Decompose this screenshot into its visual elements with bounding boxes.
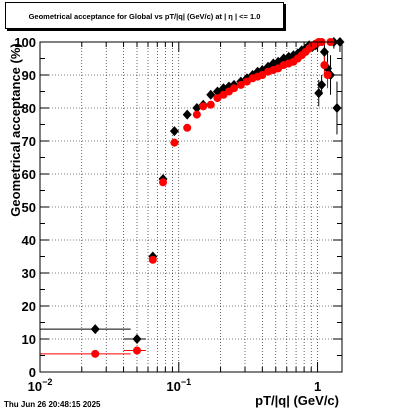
data-point-black-diamond: [132, 334, 142, 344]
data-point-red-circle: [192, 110, 201, 119]
data-point-black-diamond: [206, 89, 216, 100]
y-tick-label: 20: [22, 299, 36, 314]
data-point-red-circle: [206, 100, 215, 109]
data-point-red-circle: [148, 255, 157, 264]
axes-frame: [39, 41, 343, 373]
data-point-black-diamond: [192, 103, 202, 113]
data-point-black-diamond: [169, 126, 179, 137]
y-tick-label: 70: [22, 134, 36, 149]
grid-lines: [40, 42, 342, 372]
data-point-red-circle: [213, 94, 222, 103]
y-tick-label: 60: [22, 167, 36, 182]
data-point-black-diamond: [317, 79, 327, 90]
data-point-black-diamond: [90, 324, 100, 335]
data-point-black-diamond: [314, 88, 324, 99]
x-tick-label: 1: [314, 379, 321, 394]
data-point-red-circle: [230, 84, 239, 93]
x-axis-label: pT/|q| (GeV/c): [255, 393, 339, 408]
y-tick-label: 40: [22, 233, 36, 248]
y-axis-label: Geometrical acceptance (%): [8, 43, 23, 216]
data-point-black-diamond: [182, 109, 192, 120]
data-point-red-circle: [170, 138, 179, 147]
y-tick-label: 10: [22, 332, 36, 347]
data-point-red-circle: [133, 346, 142, 355]
data-point-red-circle: [159, 178, 168, 187]
y-tick-label: 30: [22, 266, 36, 281]
y-tick-label: 100: [14, 35, 36, 50]
x-tick-label: 10−2: [28, 377, 53, 394]
data-point-red-circle: [236, 80, 245, 89]
x-tick-labels: 10−2 10−1 1: [28, 377, 322, 394]
y-tick-labels: 0 10 20 30 40 50 60 70 80 90 100: [14, 35, 36, 380]
y-tick-label: 80: [22, 101, 36, 116]
x-tick-label: 10−1: [166, 377, 191, 394]
data-point-red-circle: [199, 102, 208, 111]
data-point-red-circle: [320, 61, 329, 70]
data-point-red-circle: [183, 123, 192, 132]
data-point-red-circle: [91, 349, 100, 358]
data-point-black-diamond: [319, 46, 329, 57]
footer-timestamp: Thu Jun 26 20:48:15 2025: [4, 400, 101, 409]
title-box: Geometrical acceptance for Global vs pT/…: [5, 2, 284, 29]
y-tick-label: 90: [22, 68, 36, 83]
data-point-red-circle: [323, 71, 332, 79]
plot-frame: [39, 41, 343, 373]
y-tick-label: 0: [29, 365, 36, 380]
data-markers: [90, 37, 345, 358]
y-tick-label: 50: [22, 200, 36, 215]
chart-title: Geometrical acceptance for Global vs pT/…: [28, 12, 261, 21]
error-bars: [40, 42, 341, 355]
